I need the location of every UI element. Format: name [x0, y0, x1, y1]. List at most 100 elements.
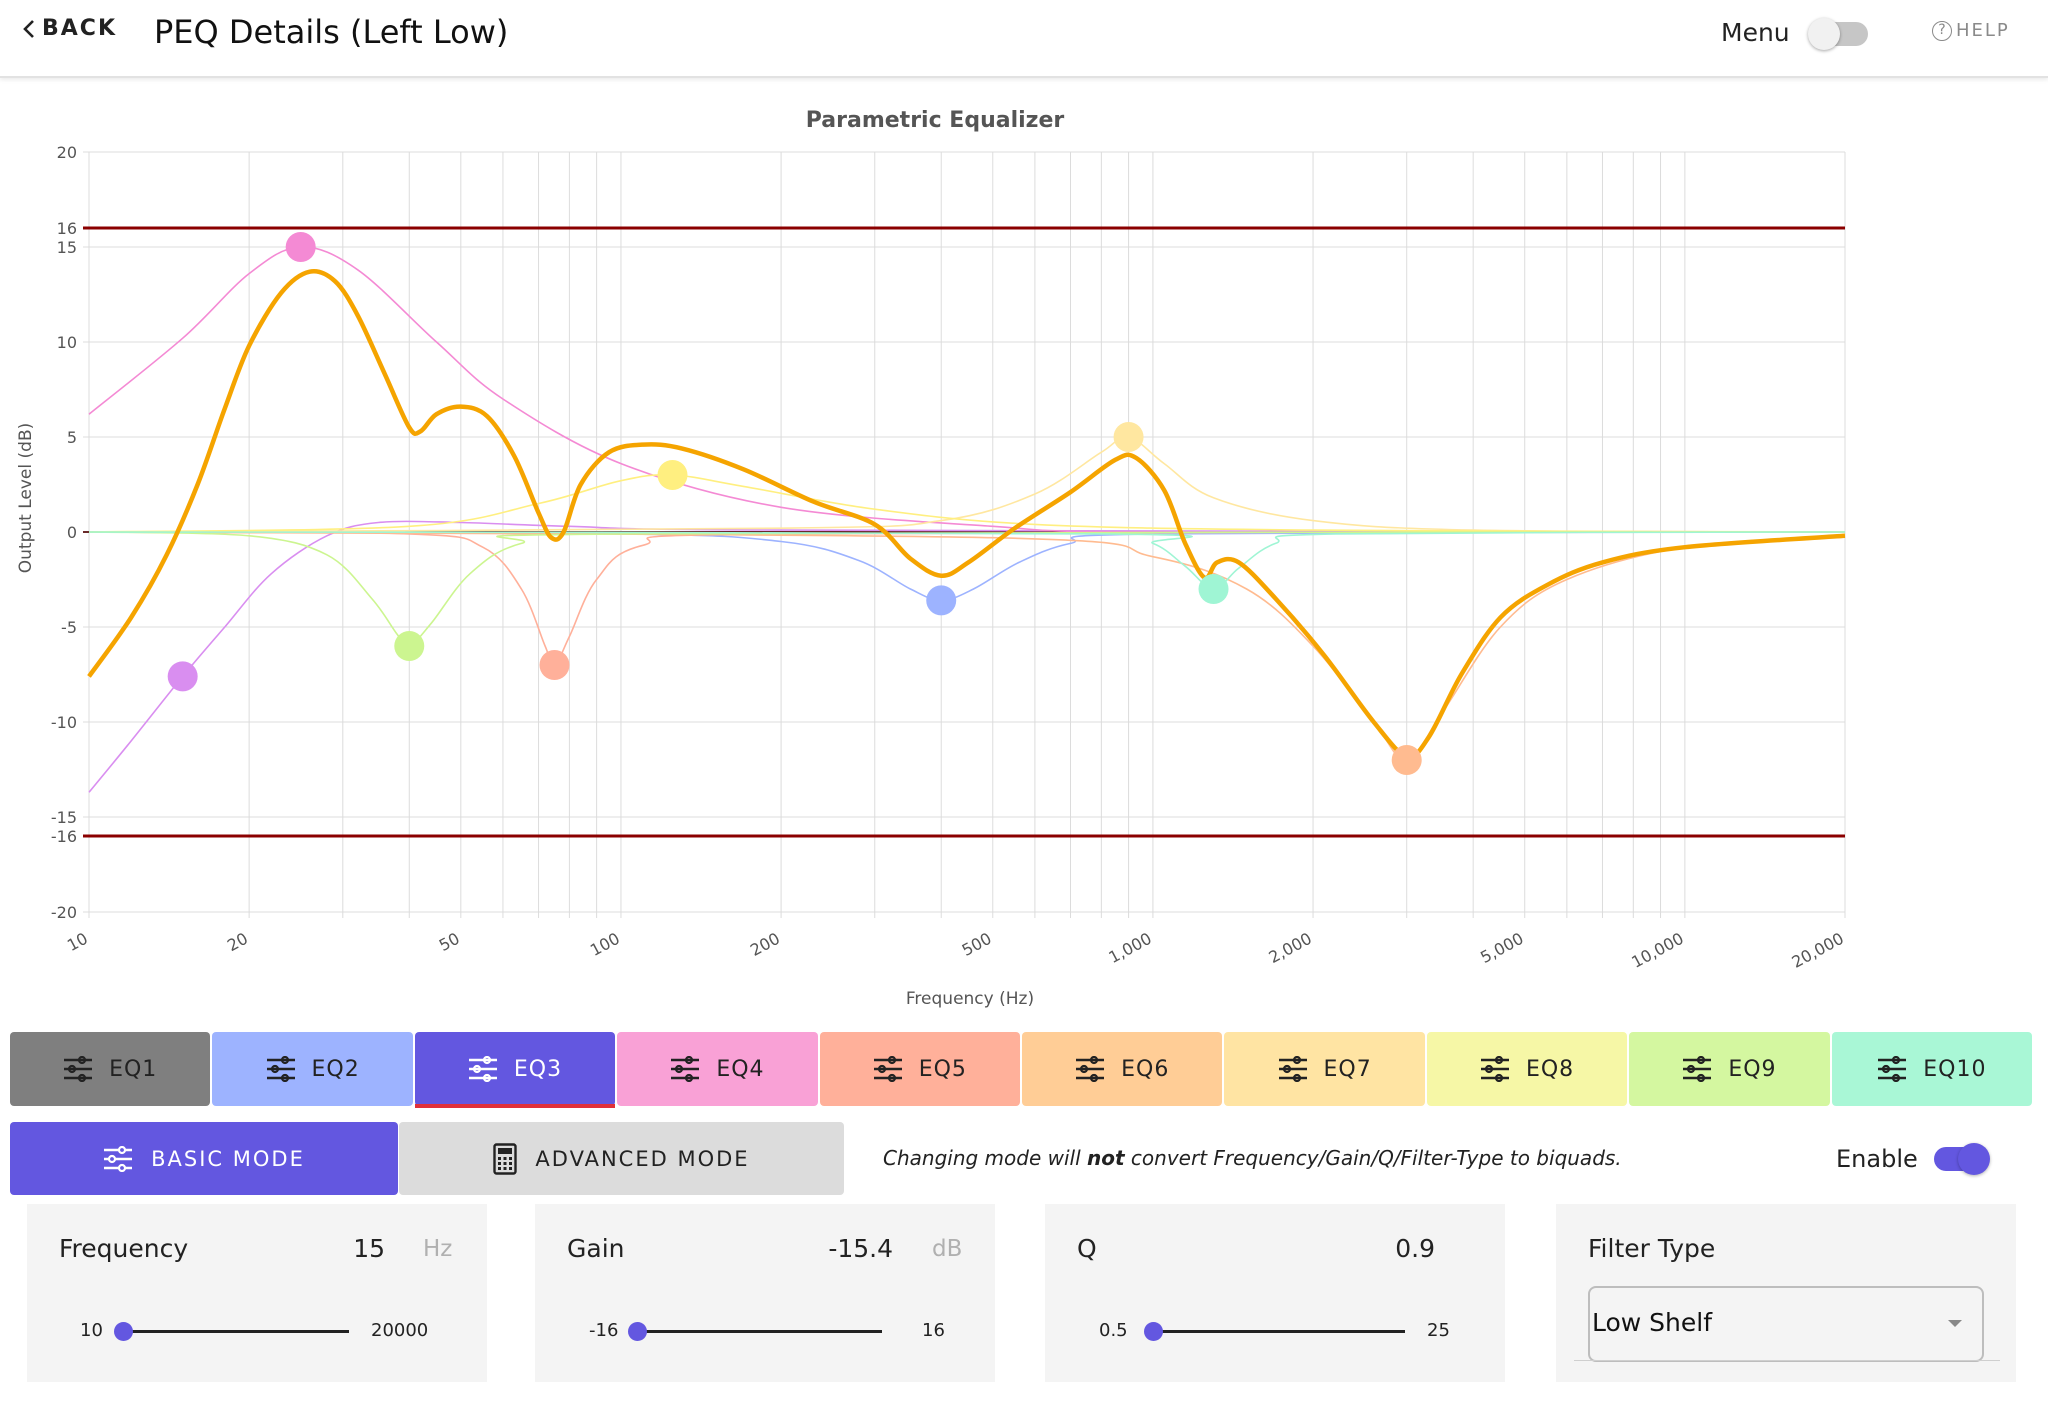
sliders-icon	[1480, 1056, 1509, 1082]
gain-max: 16	[922, 1320, 945, 1341]
x-tick-label: 1,000	[1105, 929, 1154, 967]
enable-label: Enable	[1836, 1145, 1918, 1173]
band-handle-eq2[interactable]	[926, 585, 957, 616]
sliders-icon	[64, 1056, 93, 1082]
band-handle-eq1[interactable]	[167, 661, 198, 692]
eq-tab-label: EQ10	[1923, 1056, 1987, 1082]
x-tick-label: 500	[959, 929, 995, 960]
x-tick-label: 5,000	[1477, 929, 1526, 967]
eq-tab-eq3[interactable]: EQ3	[414, 1032, 616, 1108]
eq-tab-label: EQ5	[918, 1056, 967, 1082]
eq-tab-eq4[interactable]: EQ4	[617, 1032, 818, 1106]
help-icon: ?	[1932, 20, 1952, 41]
frequency-max: 20000	[371, 1320, 429, 1341]
caret-down-icon	[1948, 1320, 1962, 1327]
band-curve-eq6	[88, 435, 1846, 533]
filter-type-value: Low Shelf	[1592, 1308, 1713, 1337]
filter-type-panel: Filter Type Low Shelf	[1556, 1204, 2016, 1382]
mode-note-suffix: convert Frequency/Gain/Q/Filter-Type to …	[1124, 1146, 1622, 1170]
enable-toggle[interactable]	[1934, 1143, 1990, 1175]
frequency-slider-track[interactable]	[123, 1330, 349, 1333]
chart-title: Parametric Equalizer	[806, 108, 1065, 133]
chevron-left-icon	[23, 19, 34, 38]
toggle-knob	[1958, 1143, 1990, 1175]
basic-mode-button[interactable]: BASIC MODE	[10, 1122, 398, 1195]
band-handle-eq8[interactable]	[394, 631, 425, 661]
eq-tab-eq1[interactable]: EQ1	[10, 1032, 211, 1106]
y-tick-label: -20	[51, 903, 77, 922]
band-handle-eq9[interactable]	[1198, 574, 1229, 604]
q-value[interactable]: 0.9	[1395, 1234, 1435, 1263]
gain-value[interactable]: -15.4	[828, 1234, 893, 1263]
y-axis-label: Output Level (dB)	[16, 423, 36, 573]
sliders-icon	[1278, 1056, 1307, 1082]
band-handle-eq4[interactable]	[539, 650, 570, 680]
frequency-min: 10	[80, 1320, 103, 1341]
eq-tab-label: EQ8	[1525, 1056, 1575, 1082]
band-curve-eq8	[88, 531, 1846, 648]
calculator-icon	[493, 1142, 518, 1175]
x-tick-label: 20,000	[1789, 929, 1847, 972]
eq-chart-svg[interactable]: Parametric Equalizer -20 -16-15 -10 -5 0 5 10 1…	[0, 90, 2048, 1020]
eq-tab-label: EQ3	[513, 1056, 563, 1082]
band-curve-eq7	[88, 473, 1846, 533]
combined-response	[87, 269, 1846, 759]
band-handle-eq7[interactable]	[657, 460, 688, 490]
frequency-label: Frequency	[59, 1234, 189, 1263]
eq-tab-eq9[interactable]: EQ9	[1629, 1032, 1830, 1106]
sliders-icon	[1076, 1056, 1105, 1082]
mode-note-emphasis: not	[1087, 1146, 1125, 1170]
frequency-value[interactable]: 15	[353, 1234, 385, 1263]
top-bar: BACK PEQ Details (Left Low) Menu ? HELP	[0, 0, 2048, 78]
frequency-slider-thumb[interactable]	[114, 1322, 133, 1341]
band-curve-eq9	[88, 531, 1846, 590]
band-handles[interactable]	[167, 232, 1422, 775]
eq-tab-eq5[interactable]: EQ5	[819, 1032, 1021, 1106]
y-tick-label: 10	[57, 333, 77, 352]
q-slider-thumb[interactable]	[1144, 1322, 1164, 1341]
eq-tab-eq6[interactable]: EQ6	[1022, 1032, 1223, 1106]
gain-slider-thumb[interactable]	[628, 1322, 647, 1341]
help-button[interactable]: ? HELP	[1932, 20, 2010, 41]
eq-chart[interactable]: Parametric Equalizer -20 -16 -15 -10 -5 0 5 10 1…	[0, 90, 2048, 1020]
band-handle-eq6[interactable]	[1113, 422, 1144, 452]
band-curve-eq3	[88, 246, 1846, 534]
q-min: 0.5	[1099, 1320, 1128, 1341]
gain-slider-track[interactable]	[632, 1330, 882, 1333]
advanced-mode-button[interactable]: ADVANCED MODE	[399, 1122, 844, 1195]
x-tick-label: 50	[436, 929, 463, 955]
frequency-panel: Frequency 15 Hz 10 20000	[27, 1204, 487, 1382]
band-curve-eq2	[88, 531, 1846, 602]
eq-tab-label: EQ4	[716, 1056, 765, 1082]
eq-tab-eq7[interactable]: EQ7	[1224, 1032, 1425, 1106]
y-tick-label: -10	[51, 713, 77, 732]
eq-tab-eq10[interactable]: EQ10	[1831, 1032, 2033, 1106]
back-button[interactable]: BACK	[22, 16, 117, 41]
eq-tab-label: EQ2	[311, 1056, 360, 1082]
back-label: BACK	[42, 16, 117, 41]
x-tick-label: 100	[587, 929, 623, 960]
page-title: PEQ Details (Left Low)	[154, 13, 509, 51]
x-tick-label: 10,000	[1628, 929, 1686, 972]
band-handle-eq5[interactable]	[1391, 745, 1422, 775]
eq-tab-label: EQ7	[1323, 1056, 1372, 1082]
filter-type-select[interactable]: Low Shelf	[1588, 1286, 1984, 1362]
q-max: 25	[1427, 1320, 1450, 1341]
mode-note: Changing mode will not convert Frequency…	[883, 1146, 1622, 1170]
y-tick-label: 5	[67, 428, 77, 447]
eq-tab-eq8[interactable]: EQ8	[1426, 1032, 1628, 1106]
y-tick-label: 0	[67, 523, 77, 542]
eq-tab-eq2[interactable]: EQ2	[212, 1032, 413, 1106]
y-tick-label: -15	[51, 808, 77, 827]
menu-label: Menu	[1721, 18, 1790, 47]
q-slider-track[interactable]	[1149, 1330, 1405, 1333]
band-curve-eq4	[88, 531, 1846, 666]
eq-tab-label: EQ9	[1728, 1056, 1777, 1082]
band-handle-eq3[interactable]	[285, 232, 316, 262]
mode-note-prefix: Changing mode will	[883, 1146, 1088, 1170]
y-tick-label: -5	[61, 618, 77, 637]
chart-grid	[83, 151, 1846, 918]
basic-mode-label: BASIC MODE	[151, 1146, 305, 1171]
menu-toggle[interactable]	[1808, 18, 1868, 50]
